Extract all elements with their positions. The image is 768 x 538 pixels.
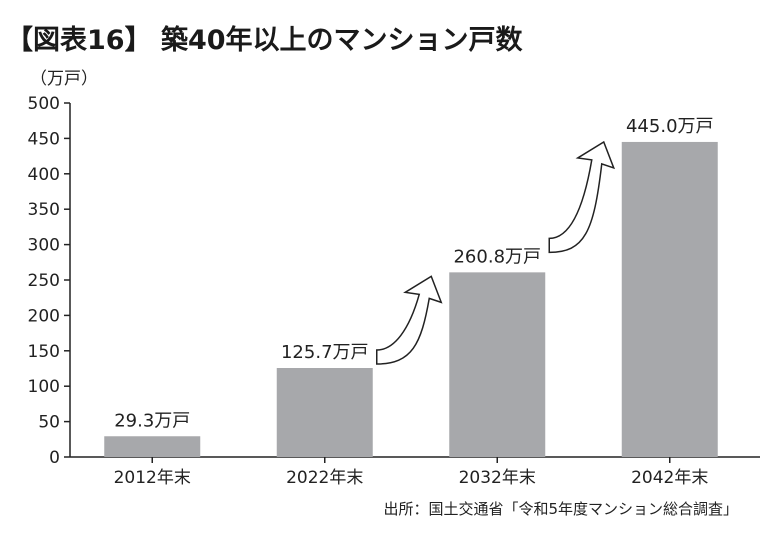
bars-group [104, 141, 718, 457]
y-tick-label: 350 [28, 200, 60, 220]
y-tick-label: 50 [38, 413, 60, 433]
x-category-label: 2012年末 [114, 468, 191, 488]
bar-value-label: 125.7万戸 [281, 342, 369, 363]
growth-arrows [376, 140, 616, 365]
y-tick-label: 250 [28, 271, 60, 291]
chart-title: 【図表16】 築40年以上のマンション戸数 [6, 25, 523, 56]
x-category-label: 2032年末 [459, 468, 536, 488]
x-category-label: 2022年末 [286, 468, 363, 488]
bar-value-label: 29.3万戸 [114, 410, 190, 431]
bar [621, 141, 718, 457]
data-labels-group: 29.3万戸 125.7万戸 260.8万戸 445.0万戸 [114, 116, 713, 431]
y-tick-label: 100 [28, 377, 60, 397]
category-labels-group: 2012年末 2022年末 2032年末 2042年末 [114, 457, 708, 488]
bar-value-label: 445.0万戸 [626, 116, 714, 137]
y-tick-label: 300 [28, 236, 60, 256]
bar [449, 272, 546, 457]
y-tick-label: 150 [28, 342, 60, 362]
bar [104, 436, 201, 457]
y-tick-label: 450 [28, 129, 60, 149]
bar-value-label: 260.8万戸 [453, 246, 541, 267]
y-tick-label: 0 [49, 448, 60, 468]
y-tick-label: 500 [28, 94, 60, 114]
y-axis-unit-label: （万戸） [30, 69, 98, 89]
growth-arrow [548, 140, 616, 254]
y-tick-label: 400 [28, 165, 60, 185]
y-axis-ticks: 0 50 100 150 200 250 300 350 400 450 500 [28, 94, 70, 468]
source-note: 出所：国土交通省「令和5年度マンション総合調査」 [383, 500, 738, 518]
growth-arrow [376, 275, 443, 365]
bar [276, 368, 373, 457]
y-tick-label: 200 [28, 306, 60, 326]
x-category-label: 2042年末 [631, 468, 708, 488]
